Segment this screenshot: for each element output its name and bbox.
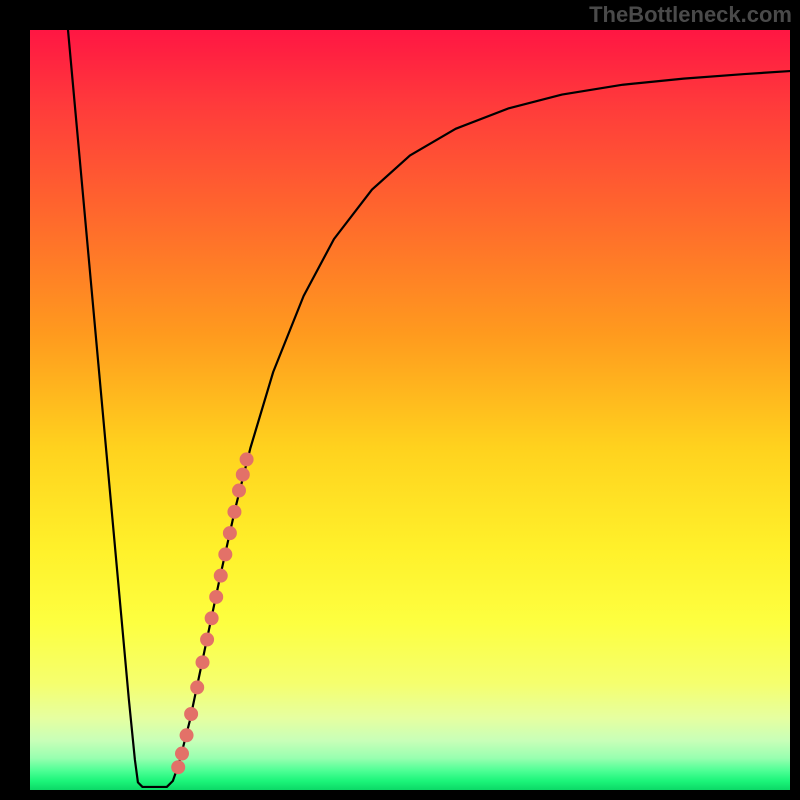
data-marker — [180, 729, 193, 742]
data-marker — [201, 633, 214, 646]
data-marker — [205, 612, 218, 625]
bottleneck-chart — [0, 0, 800, 800]
watermark-text: TheBottleneck.com — [589, 2, 792, 28]
data-marker — [236, 468, 249, 481]
data-marker — [191, 681, 204, 694]
data-marker — [172, 761, 185, 774]
data-marker — [228, 505, 241, 518]
data-marker — [233, 484, 246, 497]
chart-container: TheBottleneck.com — [0, 0, 800, 800]
data-marker — [240, 453, 253, 466]
data-marker — [210, 590, 223, 603]
data-marker — [223, 527, 236, 540]
data-marker — [219, 548, 232, 561]
data-marker — [214, 569, 227, 582]
chart-background — [30, 30, 790, 790]
data-marker — [176, 747, 189, 760]
data-marker — [185, 708, 198, 721]
data-marker — [196, 656, 209, 669]
